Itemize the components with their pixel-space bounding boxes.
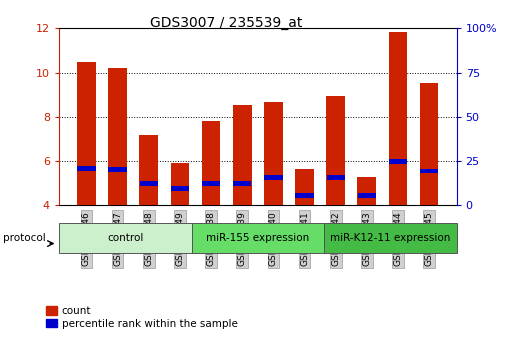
- Bar: [264, 102, 283, 205]
- FancyBboxPatch shape: [324, 223, 457, 253]
- Bar: [202, 181, 220, 185]
- Bar: [108, 68, 127, 205]
- Bar: [264, 175, 283, 180]
- Bar: [389, 32, 407, 205]
- Bar: [140, 135, 158, 205]
- Text: miR-K12-11 expression: miR-K12-11 expression: [330, 233, 450, 243]
- Bar: [420, 169, 438, 173]
- FancyBboxPatch shape: [59, 223, 191, 253]
- Bar: [420, 82, 439, 205]
- FancyBboxPatch shape: [191, 223, 324, 253]
- Text: control: control: [107, 233, 144, 243]
- Bar: [233, 181, 251, 185]
- Text: protocol: protocol: [3, 233, 45, 243]
- Bar: [358, 193, 376, 198]
- Bar: [326, 175, 345, 180]
- Bar: [77, 62, 96, 205]
- Bar: [171, 186, 189, 191]
- Text: GDS3007 / 235539_at: GDS3007 / 235539_at: [149, 16, 302, 30]
- Bar: [202, 121, 221, 205]
- Text: miR-155 expression: miR-155 expression: [206, 233, 309, 243]
- Bar: [295, 193, 313, 198]
- Bar: [170, 163, 189, 205]
- Bar: [326, 96, 345, 205]
- Bar: [358, 177, 376, 205]
- Bar: [233, 105, 251, 205]
- Bar: [295, 169, 314, 205]
- Bar: [77, 166, 95, 171]
- Legend: count, percentile rank within the sample: count, percentile rank within the sample: [46, 306, 238, 329]
- Bar: [389, 159, 407, 164]
- Bar: [108, 167, 127, 172]
- Bar: [140, 181, 158, 185]
